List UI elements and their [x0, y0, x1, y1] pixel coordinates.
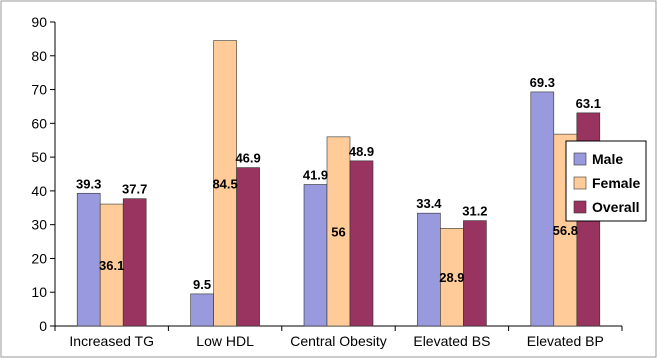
data-label: 56.8: [553, 223, 578, 238]
data-label: 69.3: [530, 75, 555, 90]
bar-male: [303, 184, 328, 327]
data-label: 48.9: [349, 144, 374, 159]
data-label: 41.9: [303, 167, 328, 182]
bar-overall: [463, 220, 487, 327]
data-label: 36.1: [99, 258, 124, 273]
bar-male: [190, 293, 214, 327]
data-label: 63.1: [576, 96, 601, 111]
bar-overall: [236, 167, 260, 327]
legend-swatch-female: [573, 176, 587, 190]
bar-overall: [122, 198, 147, 327]
y-tick-label: 70: [31, 82, 47, 98]
data-labels: 39.3 36.1 37.7 9.5 84.5 46.9 41.9 56 48.9 33.4 28.…: [76, 75, 601, 292]
data-label: 31.2: [462, 204, 487, 219]
data-label: 37.7: [122, 182, 147, 197]
x-tick-label: Low HDL: [196, 333, 254, 349]
bar-overall: [349, 160, 374, 327]
axes: 0 10 20 30 40 50 60 70 80 90 Increased TG Low HDL Ce…: [31, 14, 623, 349]
x-tick-label: Elevated BP: [527, 333, 604, 349]
bar-male: [417, 212, 441, 327]
legend-label: Overall: [592, 199, 639, 215]
data-label: 33.4: [416, 196, 442, 211]
data-label: 56: [331, 224, 345, 239]
data-label: 39.3: [76, 176, 101, 191]
x-tick-label: Central Obesity: [290, 333, 386, 349]
y-tick-label: 10: [31, 284, 47, 300]
bar-male: [530, 91, 555, 327]
bar-male: [76, 192, 101, 327]
legend-swatch-male: [573, 152, 587, 166]
x-tick-label: Elevated BS: [413, 333, 490, 349]
y-tick-label: 20: [31, 250, 47, 266]
legend-label: Female: [592, 175, 640, 191]
y-tick-label: 50: [31, 149, 47, 165]
data-label: 28.9: [439, 270, 464, 285]
data-label: 9.5: [193, 277, 211, 292]
y-tick-label: 40: [31, 183, 47, 199]
y-tick-label: 30: [31, 217, 47, 233]
y-tick-label: 0: [39, 318, 47, 334]
legend: Male Female Overall: [565, 140, 647, 222]
y-tick-label: 80: [31, 48, 47, 64]
data-label: 46.9: [235, 151, 260, 166]
legend-label: Male: [592, 151, 623, 167]
data-label: 84.5: [212, 176, 237, 191]
legend-swatch-overall: [573, 200, 587, 214]
y-tick-label: 90: [31, 14, 47, 30]
x-tick-label: Increased TG: [69, 333, 154, 349]
y-tick-label: 60: [31, 115, 47, 131]
